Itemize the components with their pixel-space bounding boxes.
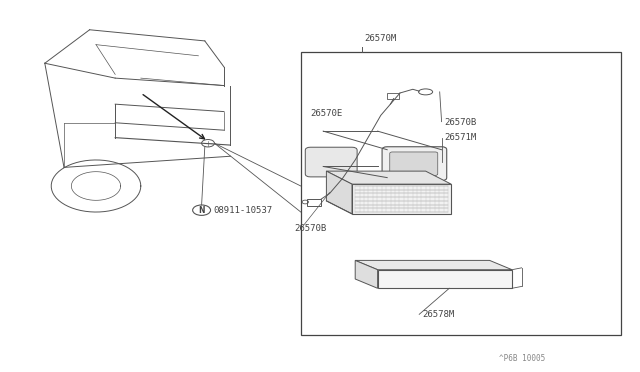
Text: 26570E: 26570E: [310, 109, 342, 118]
Bar: [352, 184, 451, 214]
Polygon shape: [355, 260, 512, 270]
FancyBboxPatch shape: [305, 147, 357, 177]
FancyBboxPatch shape: [382, 147, 447, 180]
Bar: [307, 199, 321, 206]
Polygon shape: [326, 171, 451, 184]
Text: 26570B: 26570B: [445, 118, 477, 127]
Text: 26570B: 26570B: [294, 224, 326, 233]
Polygon shape: [355, 260, 378, 288]
Text: 26570M: 26570M: [365, 34, 397, 43]
Text: 08911-10537: 08911-10537: [213, 206, 272, 215]
Text: 26578M: 26578M: [422, 310, 454, 319]
FancyBboxPatch shape: [390, 152, 438, 175]
Text: ^P6B 10005: ^P6B 10005: [499, 354, 545, 363]
Bar: [378, 270, 512, 288]
Text: 26571M: 26571M: [445, 133, 477, 142]
Polygon shape: [326, 171, 352, 214]
Bar: [387, 93, 399, 99]
Bar: [301, 52, 621, 335]
Text: N: N: [198, 206, 205, 215]
